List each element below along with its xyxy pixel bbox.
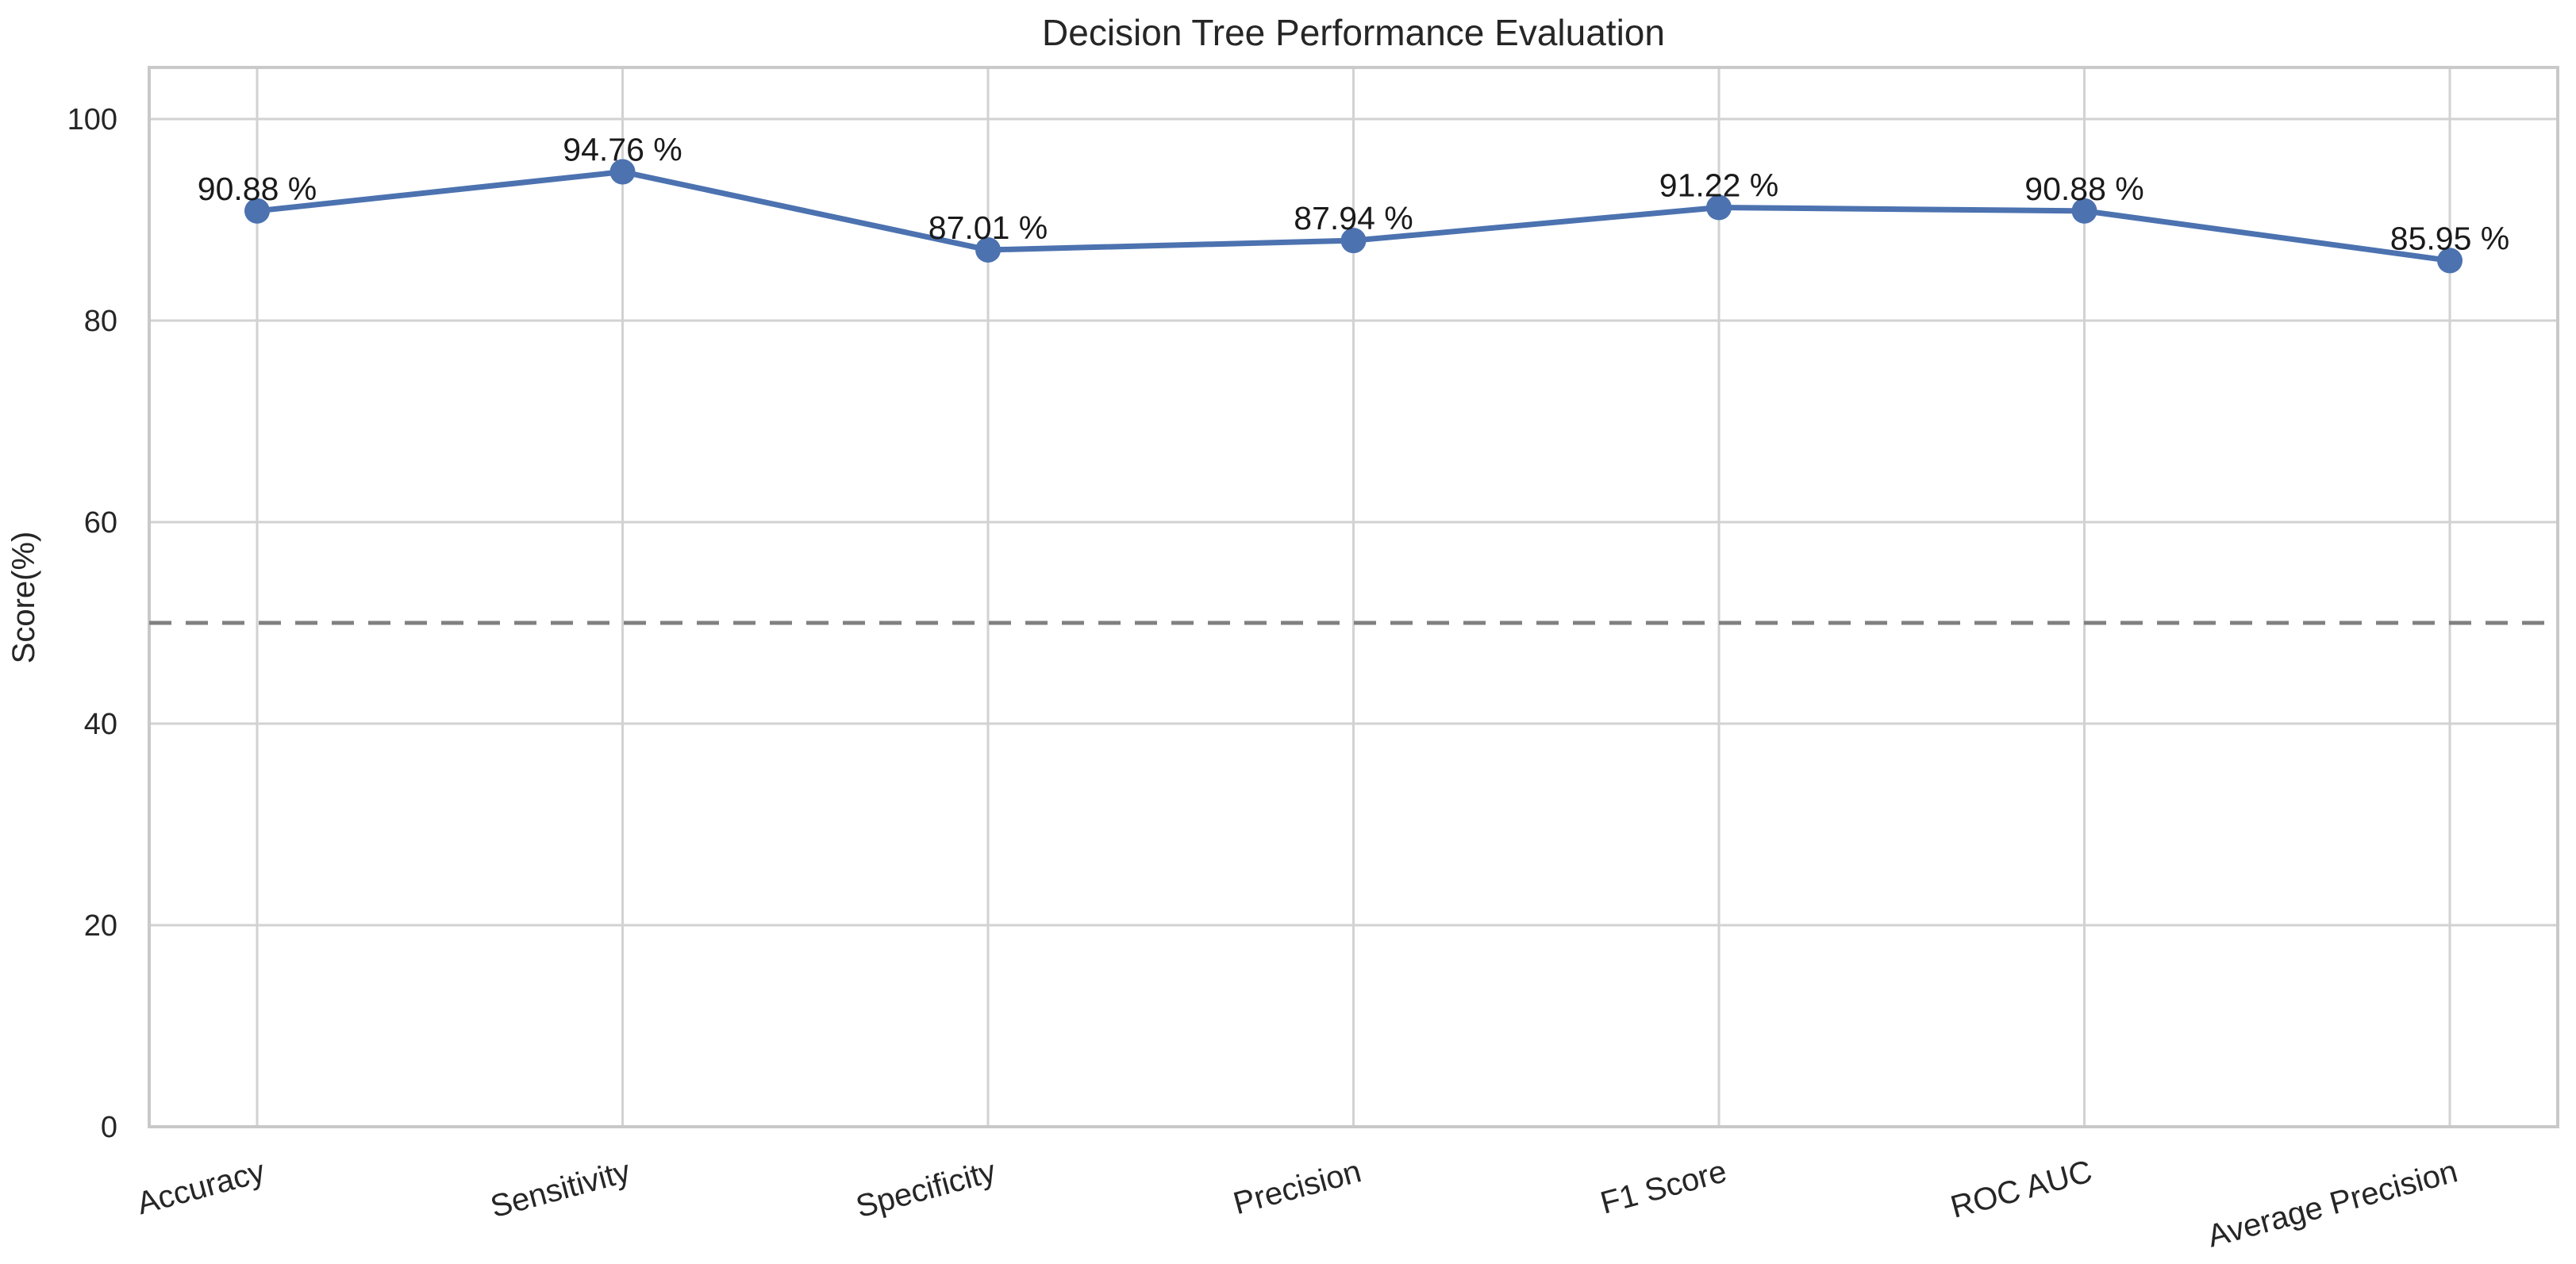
data-point-label: 87.94 %: [1294, 200, 1413, 236]
data-point-label: 87.01 %: [929, 209, 1048, 246]
data-point-marker: [1340, 228, 1367, 254]
x-tick-label: Specificity: [852, 1154, 999, 1224]
y-tick-label: 20: [84, 909, 117, 943]
data-point-marker: [2071, 198, 2097, 224]
y-tick-label: 0: [101, 1111, 117, 1144]
data-point-label: 91.22 %: [1659, 167, 1778, 204]
data-point-marker: [609, 159, 636, 185]
x-tick-label: Precision: [1230, 1154, 1365, 1221]
y-tick-label: 80: [84, 305, 117, 338]
x-tick-label: Accuracy: [133, 1154, 268, 1221]
data-point-label: 90.88 %: [198, 171, 317, 207]
plot-frame: [148, 66, 2559, 1128]
x-tick-label: Sensitivity: [487, 1154, 634, 1224]
data-point-marker: [975, 236, 1001, 263]
y-tick-label: 40: [84, 708, 117, 741]
data-point-label: 90.88 %: [2024, 171, 2143, 207]
data-point-label: 94.76 %: [563, 132, 682, 168]
y-tick-label: 100: [67, 103, 117, 136]
x-tick-label: Average Precision: [2204, 1154, 2461, 1254]
x-tick-label: ROC AUC: [1947, 1154, 2095, 1225]
data-point-label: 85.95 %: [2390, 220, 2509, 256]
data-point-marker: [1706, 194, 1732, 221]
y-tick-label: 60: [84, 506, 117, 540]
data-point-marker: [2437, 248, 2463, 274]
x-tick-label: F1 Score: [1597, 1154, 1730, 1221]
data-point-marker: [244, 198, 270, 224]
chart-title: Decision Tree Performance Evaluation: [1042, 12, 1665, 53]
